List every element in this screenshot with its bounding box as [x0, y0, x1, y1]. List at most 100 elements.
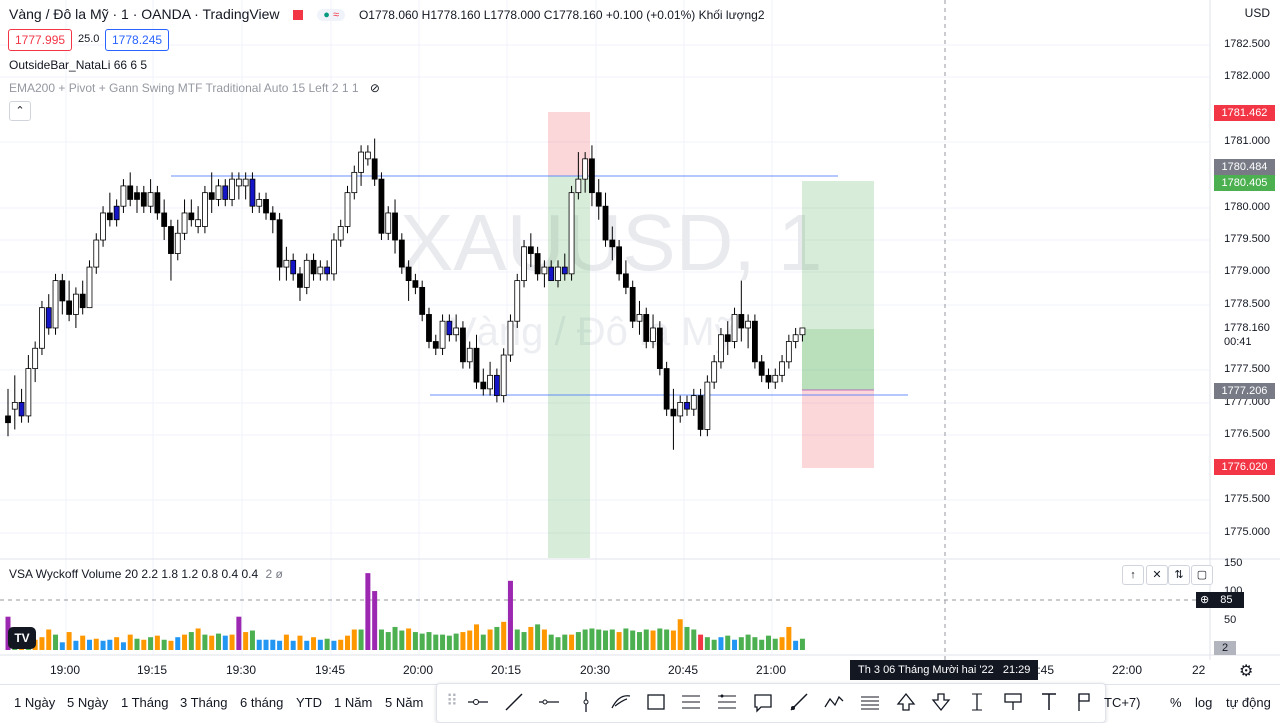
- indicator-outside-bar[interactable]: OutsideBar_NataLi 66 6 5: [9, 58, 148, 72]
- auto-scale-button[interactable]: tự động: [1226, 695, 1271, 710]
- candle-body: [283, 259, 290, 268]
- arrow-up-icon[interactable]: [896, 692, 916, 711]
- volume-bar: [596, 629, 602, 650]
- settings-gear-icon[interactable]: ⚙: [1239, 663, 1254, 680]
- candle-body: [643, 314, 650, 342]
- rectangle-icon[interactable]: [647, 694, 665, 710]
- range-button[interactable]: YTD: [296, 695, 322, 710]
- percent-scale-button[interactable]: %: [1170, 695, 1182, 710]
- volume-bar: [698, 634, 704, 650]
- wave-icon: ≈: [333, 9, 340, 22]
- arrow-down-icon[interactable]: [931, 693, 951, 712]
- candle-body: [656, 327, 663, 369]
- target-price-tag: 1780.405: [1214, 175, 1275, 191]
- move-pane-up-button[interactable]: ↑: [1122, 565, 1144, 585]
- delete-pane-button[interactable]: ✕: [1146, 565, 1168, 585]
- candle-body: [752, 320, 758, 363]
- range-button[interactable]: 3 Tháng: [180, 695, 228, 710]
- horizontal-line-icon[interactable]: [539, 699, 559, 705]
- sell-button[interactable]: 1777.995: [8, 29, 73, 51]
- volume-bar: [718, 637, 724, 650]
- candle-body: [589, 158, 595, 194]
- buy-button[interactable]: 1778.245: [105, 29, 170, 51]
- indicator-vsa[interactable]: VSA Wyckoff Volume 20 2.2 1.8 1.2 0.8 0.…: [9, 567, 283, 581]
- candle-body: [310, 259, 317, 275]
- market-status-pill[interactable]: ● ≈: [317, 9, 346, 22]
- maximize-pane-button[interactable]: ▢: [1191, 565, 1213, 585]
- candle-body: [364, 151, 371, 160]
- currency-selector[interactable]: USD: [1244, 6, 1270, 20]
- range-button[interactable]: 6 tháng: [240, 695, 284, 710]
- volume-bar: [168, 640, 174, 650]
- candle-body: [493, 374, 500, 397]
- volume-bar: [412, 632, 418, 650]
- candle-body: [120, 185, 127, 207]
- path-icon[interactable]: [824, 695, 844, 708]
- price-label-icon[interactable]: [1004, 693, 1022, 710]
- volume-bar: [399, 630, 405, 650]
- add-icon[interactable]: ⊕: [1200, 594, 1210, 606]
- symbol-legend[interactable]: Vàng / Đô la Mỹ · 1 · OANDA · TradingVie…: [9, 6, 765, 22]
- volume-bar: [433, 634, 439, 650]
- volume-bar: [684, 626, 690, 650]
- long-position-stop-zone[interactable]: [802, 390, 874, 468]
- symbol-title[interactable]: Vàng / Đô la Mỹ · 1 · OANDA · TradingVie…: [9, 6, 280, 22]
- log-scale-button[interactable]: log: [1195, 695, 1213, 710]
- range-button[interactable]: 5 Ngày: [67, 695, 109, 710]
- text-icon[interactable]: [1042, 693, 1056, 710]
- candle-body: [724, 334, 731, 342]
- candle-body: [202, 192, 208, 227]
- range-button[interactable]: 1 Ngày: [14, 695, 56, 710]
- volume-bar: [229, 634, 235, 650]
- date-price-range-icon[interactable]: [972, 693, 982, 711]
- volume-bar: [263, 639, 269, 650]
- candle-body: [697, 395, 704, 430]
- brush-icon[interactable]: [611, 695, 631, 709]
- range-button[interactable]: 1 Tháng: [121, 695, 169, 710]
- volume-bar: [243, 632, 249, 650]
- candle-body: [208, 192, 215, 200]
- candle-body: [527, 246, 534, 254]
- volume-bar: [657, 628, 663, 650]
- drag-handle-icon[interactable]: ⠿: [446, 693, 458, 710]
- volume-bar: [236, 616, 242, 650]
- candle-body: [174, 232, 181, 254]
- tradingview-logo[interactable]: TV: [8, 627, 36, 649]
- fib-extension-icon[interactable]: [718, 694, 736, 709]
- callout-icon[interactable]: [754, 694, 772, 713]
- flag-icon[interactable]: [1078, 693, 1090, 711]
- volume-bar: [426, 632, 432, 650]
- volume-bar: [670, 630, 676, 650]
- candle-body: [446, 320, 453, 336]
- candle-body: [765, 374, 772, 383]
- candle-body: [5, 415, 11, 424]
- candle-body: [378, 178, 385, 234]
- trend-line-icon[interactable]: [505, 693, 523, 711]
- timezone-button[interactable]: TC+7): [1104, 695, 1141, 710]
- arrow-line-icon[interactable]: [790, 693, 808, 711]
- minimize-pane-button[interactable]: ⇅: [1168, 565, 1190, 585]
- price-tick-label: 1781.000: [1224, 135, 1270, 147]
- candle-body: [622, 273, 629, 288]
- hidden-eye-icon[interactable]: ⊘: [369, 81, 380, 95]
- candle-body: [684, 401, 690, 410]
- fib-retracement-icon[interactable]: [682, 695, 700, 709]
- candle-body: [609, 239, 616, 248]
- candle-body: [324, 266, 331, 275]
- volume-bar: [249, 630, 255, 650]
- horizontal-ray-icon[interactable]: [468, 699, 488, 705]
- volume-bar: [704, 637, 710, 650]
- collapse-legend-button[interactable]: ⌃: [9, 101, 31, 121]
- candle-body: [785, 341, 792, 363]
- long-position-target-zone[interactable]: [802, 181, 874, 390]
- range-button[interactable]: 1 Năm: [334, 695, 373, 710]
- volume-bar: [575, 632, 581, 650]
- indicator-ema-pivot[interactable]: EMA200 + Pivot + Gann Swing MTF Traditio…: [9, 81, 380, 95]
- parallel-channel-icon[interactable]: [861, 696, 879, 710]
- volume-bar: [114, 637, 120, 650]
- candle-body: [595, 192, 602, 207]
- range-button[interactable]: 5 Năm: [385, 695, 424, 710]
- candle-body: [514, 280, 521, 322]
- vertical-line-icon[interactable]: [583, 692, 589, 712]
